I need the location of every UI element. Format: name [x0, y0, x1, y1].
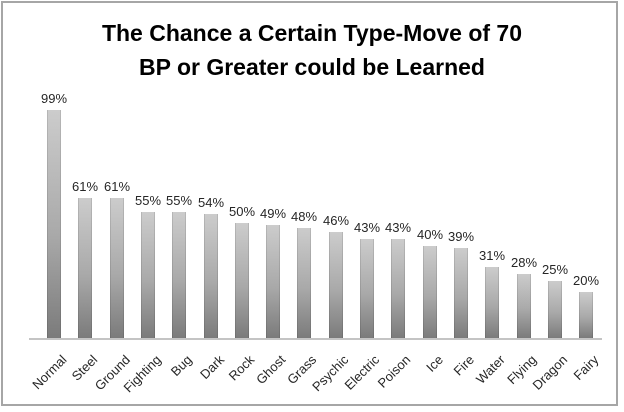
bar-poison — [391, 239, 405, 338]
bar-electric — [360, 239, 374, 338]
bar-ice — [423, 246, 437, 338]
data-label-poison: 43% — [384, 220, 412, 235]
category-label-dark: Dark — [196, 352, 227, 383]
category-label-ice: Ice — [422, 352, 446, 375]
bar-rock — [235, 223, 249, 338]
data-label-dark: 54% — [197, 195, 225, 210]
data-label-fighting: 55% — [134, 193, 162, 208]
data-label-ghost: 49% — [259, 206, 287, 221]
data-label-grass: 48% — [290, 209, 318, 224]
bar-flying — [517, 274, 531, 338]
category-label-ghost: Ghost — [253, 352, 289, 388]
category-label-dragon: Dragon — [529, 352, 571, 393]
bar-dragon — [548, 281, 562, 338]
bar-grass — [297, 228, 311, 338]
data-label-flying: 28% — [510, 255, 538, 270]
bar-dark — [204, 214, 218, 338]
category-label-fire: Fire — [450, 352, 477, 379]
data-label-ground: 61% — [103, 179, 131, 194]
bar-ghost — [266, 225, 280, 338]
bar-bug — [172, 212, 186, 338]
bar-psychic — [329, 232, 343, 338]
bar-normal — [47, 110, 61, 338]
data-label-rock: 50% — [228, 204, 256, 219]
category-label-rock: Rock — [226, 352, 258, 384]
category-label-fairy: Fairy — [570, 352, 602, 384]
chart-title-line-2: BP or Greater could be Learned — [139, 54, 485, 80]
data-label-water: 31% — [478, 248, 506, 263]
data-label-dragon: 25% — [541, 262, 569, 277]
bar-water — [485, 267, 499, 338]
data-label-electric: 43% — [353, 220, 381, 235]
category-label-poison: Poison — [374, 352, 414, 391]
chart-title: The Chance a Certain Type-Move of 70 BP … — [0, 16, 624, 84]
data-label-steel: 61% — [71, 179, 99, 194]
category-label-normal: Normal — [29, 352, 70, 393]
category-label-water: Water — [472, 352, 508, 387]
bar-fairy — [579, 292, 593, 338]
bar-fire — [454, 248, 468, 338]
bar-ground — [110, 198, 124, 338]
chart-title-line-1: The Chance a Certain Type-Move of 70 — [101, 20, 523, 46]
data-label-fire: 39% — [447, 229, 475, 244]
category-label-bug: Bug — [167, 352, 195, 379]
x-axis-line — [29, 338, 602, 340]
data-label-psychic: 46% — [322, 213, 350, 228]
bar-fighting — [141, 212, 155, 338]
data-label-ice: 40% — [416, 227, 444, 242]
bar-steel — [78, 198, 92, 338]
data-label-fairy: 20% — [572, 273, 600, 288]
data-label-bug: 55% — [165, 193, 193, 208]
data-label-normal: 99% — [40, 91, 68, 106]
